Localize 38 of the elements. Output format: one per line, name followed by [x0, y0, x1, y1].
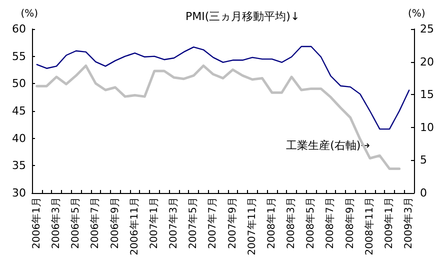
y2-tick-label: 5	[420, 154, 427, 167]
x-tick-label: 2006年5月	[70, 197, 82, 249]
y-axis-title: (%)	[20, 8, 38, 20]
x-tick-label: 2008年3月	[285, 197, 298, 249]
y-tick-label: 40	[12, 132, 26, 145]
x-tick-label: 2006年11月	[128, 197, 140, 256]
line-series	[36, 46, 410, 130]
x-tick-label: 2006年3月	[50, 197, 62, 249]
x-tick-label: 2007年1月	[148, 197, 160, 249]
x-tick-label: 2008年7月	[324, 197, 336, 249]
x-tick-label: 2006年7月	[89, 197, 102, 249]
y-tick-label: 55	[12, 50, 26, 63]
line-series	[36, 64, 401, 170]
x-tick-label: 2009年1月	[383, 197, 396, 249]
y2-axis-title: (%)	[408, 8, 426, 20]
y-tick-label: 60	[12, 22, 26, 36]
x-tick-label: 2008年1月	[265, 197, 278, 249]
text: PMI(三ヵ月移動平均)↓	[186, 10, 300, 23]
y2-tick-label: 20	[420, 55, 434, 68]
x-tick-label: 2006年9月	[108, 197, 121, 249]
x-tick-label: 2007年3月	[168, 197, 180, 249]
x-tick-label: 2008年9月	[344, 197, 356, 249]
y-tick-label: 50	[12, 77, 26, 90]
y2-tick-label: 10	[420, 120, 434, 134]
x-tick-label: 2008年11月	[363, 197, 376, 256]
x-tick-label: 2008年5月	[304, 197, 317, 249]
y2-tick-label: 0	[420, 186, 427, 200]
x-tick-label: 2009年3月	[402, 197, 415, 249]
y2-tick-label: 15	[420, 88, 434, 102]
x-tick-label: 2007年11月	[246, 197, 258, 256]
x-tick-label: 2007年9月	[226, 197, 238, 249]
y-tick-label: 45	[12, 104, 26, 118]
x-tick-label: 2007年5月	[187, 197, 200, 249]
y2-tick-label: 25	[420, 22, 434, 36]
y-tick-label: 35	[12, 159, 26, 172]
x-tick-label: 2006年1月	[30, 197, 42, 249]
y-tick-label: 30	[12, 186, 26, 200]
x-tick-label: 2007年7月	[206, 197, 219, 249]
